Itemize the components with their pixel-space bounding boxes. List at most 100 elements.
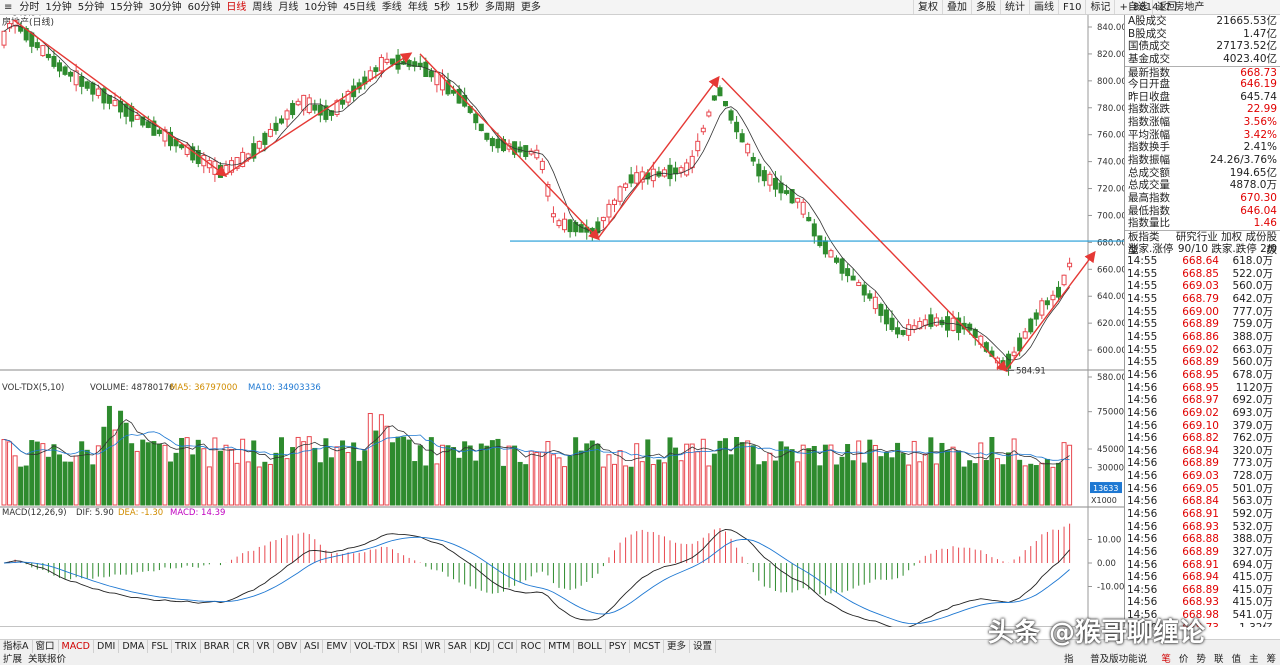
indicator-tab[interactable]: ROC	[517, 640, 546, 653]
indicator-tab[interactable]: 窗口	[33, 640, 59, 653]
candle-body	[134, 114, 140, 120]
volume-bar	[584, 443, 590, 506]
toolbar-tool-button[interactable]: 标记	[1085, 0, 1114, 14]
tick-time: 14:56	[1127, 419, 1158, 432]
stat-row: 今日开盘 646.19	[1125, 78, 1280, 91]
volume-bar	[223, 444, 229, 506]
indicator-tab[interactable]: EMV	[323, 640, 352, 653]
period-tab[interactable]: 15秒	[456, 1, 479, 13]
period-tab[interactable]: 年线	[407, 1, 428, 13]
tick-row: 14:56 668.95 1120万	[1125, 382, 1280, 395]
bottom-tool-button[interactable]: 联	[1213, 654, 1224, 665]
volume-bar	[567, 455, 573, 506]
indicator-tab[interactable]: MCST	[630, 640, 665, 653]
indicator-tab[interactable]: TRIX	[172, 640, 201, 653]
bottom-tool-button[interactable]: 值	[1231, 654, 1241, 665]
menu-icon[interactable]: ≡	[4, 1, 13, 13]
bottom-tool-button[interactable]: 笔	[1161, 654, 1171, 665]
period-tab[interactable]: 分时	[19, 1, 40, 13]
toolbar-tool-button[interactable]: 叠加	[942, 0, 971, 14]
bottom-tool-button[interactable]: 势	[1196, 654, 1206, 665]
period-tab[interactable]: 45日线	[343, 1, 376, 13]
stat-number: 研究行业 加权 成份股数	[1175, 230, 1277, 256]
indicator-tab[interactable]: OBV	[274, 640, 302, 653]
candle-body	[834, 257, 839, 263]
toolbar-tool-button[interactable]: 多股	[971, 0, 1000, 14]
indicator-tab[interactable]: 更多	[664, 640, 691, 653]
indicator-tab[interactable]: SAR	[445, 640, 471, 653]
tick-row: 14:55 669.00 777.0万	[1125, 306, 1280, 319]
tick-time: 14:55	[1127, 255, 1158, 268]
indicator-tab[interactable]: MTM	[545, 640, 575, 653]
volume-bar	[7, 441, 13, 506]
bottom-link[interactable]: 扩展	[3, 654, 23, 665]
stat-number: 24.26/3.76%	[1210, 154, 1277, 167]
volume-bar	[623, 465, 629, 506]
bottom-link[interactable]: 关联报价	[28, 654, 67, 665]
tick-row: 14:55 668.79 642.0万	[1125, 293, 1280, 306]
period-tab[interactable]: 60分钟	[187, 1, 221, 13]
period-tab[interactable]: 5秒	[433, 1, 451, 13]
indicator-tab[interactable]: WR	[422, 640, 445, 653]
indicator-tab[interactable]: FSL	[148, 640, 172, 653]
volume-bar	[911, 440, 917, 506]
period-tab[interactable]: 1分钟	[45, 1, 72, 13]
candle-body	[711, 95, 717, 101]
indicator-tab[interactable]: BRAR	[201, 640, 234, 653]
candle-body	[295, 100, 301, 106]
indicator-tab[interactable]: CCI	[494, 640, 518, 653]
period-tab[interactable]: 15分钟	[110, 1, 143, 13]
volume-bar	[550, 454, 556, 506]
candle-body	[612, 199, 617, 206]
toolbar-tool-button[interactable]: 返回	[1151, 0, 1181, 14]
toolbar-tool-button[interactable]: 画线	[1029, 0, 1058, 14]
indicator-tab[interactable]: 设置	[690, 640, 717, 653]
period-tab[interactable]: 日线	[226, 1, 247, 13]
tick-vol: 415.0万	[1232, 583, 1273, 596]
indicator-tab[interactable]: VOL-TDX	[351, 640, 400, 653]
toolbar-tool-button[interactable]: +自选	[1114, 0, 1151, 14]
stat-value: 670.30	[1240, 192, 1277, 205]
period-tab[interactable]: 周线	[252, 1, 273, 13]
period-tab[interactable]: 5分钟	[77, 1, 105, 13]
toolbar-tool-button[interactable]: 统计	[1000, 0, 1029, 14]
period-tab[interactable]: 10分钟	[304, 1, 338, 13]
candle-body	[73, 70, 79, 86]
kline-chart[interactable]: 840.00 820.00 800.00 780.00 760.00 740.00 720.…	[0, 15, 1124, 627]
volume-bar	[650, 464, 656, 506]
period-tab[interactable]: 多周期	[484, 1, 515, 13]
indicator-tab[interactable]: ASI	[301, 640, 324, 653]
volume-bar	[134, 450, 140, 506]
chart-area[interactable]: 840.00 820.00 800.00 780.00 760.00 740.00 720.…	[0, 15, 1124, 627]
stat-label: 最高指数	[1128, 191, 1170, 204]
bottom-tool-button[interactable]: 价	[1178, 654, 1189, 665]
indicator-tab[interactable]: MACD	[59, 640, 94, 653]
indicator-tab[interactable]: 指标A	[0, 640, 33, 653]
indicator-tab[interactable]: DMA	[119, 640, 149, 653]
stat-number: 1.46	[1253, 217, 1277, 230]
indicator-tab[interactable]: BOLL	[574, 640, 606, 653]
bottom-tool-button[interactable]: 普及版功能说明	[1090, 654, 1148, 665]
period-tab[interactable]: 季线	[381, 1, 402, 13]
bottom-tool-button[interactable]: 指标	[1064, 654, 1074, 665]
stat-label: 指数换手	[1128, 141, 1170, 154]
period-tab[interactable]: 月线	[278, 1, 299, 13]
indicator-tab[interactable]: VR	[254, 640, 274, 653]
volume-bar	[118, 410, 124, 506]
toolbar-tool-button[interactable]: F10	[1058, 0, 1085, 14]
period-tab[interactable]: 更多	[520, 1, 541, 13]
toolbar-tool-button[interactable]: 复权	[913, 0, 942, 14]
indicator-tab[interactable]: KDJ	[471, 640, 495, 653]
volume-bar	[101, 426, 107, 506]
volume-bar	[356, 460, 362, 506]
indicator-tab[interactable]: DMI	[94, 640, 120, 653]
candle-body	[856, 282, 862, 287]
volume-tick-label: 30000	[1097, 464, 1124, 474]
period-tab[interactable]: 30分钟	[148, 1, 182, 13]
indicator-tab[interactable]: CR	[234, 640, 254, 653]
indicator-tab[interactable]: PSY	[606, 640, 631, 653]
bottom-tool-button[interactable]: 筹	[1266, 654, 1276, 665]
volume-bar	[57, 454, 62, 506]
bottom-tool-button[interactable]: 主	[1248, 654, 1259, 665]
indicator-tab[interactable]: RSI	[399, 640, 422, 653]
